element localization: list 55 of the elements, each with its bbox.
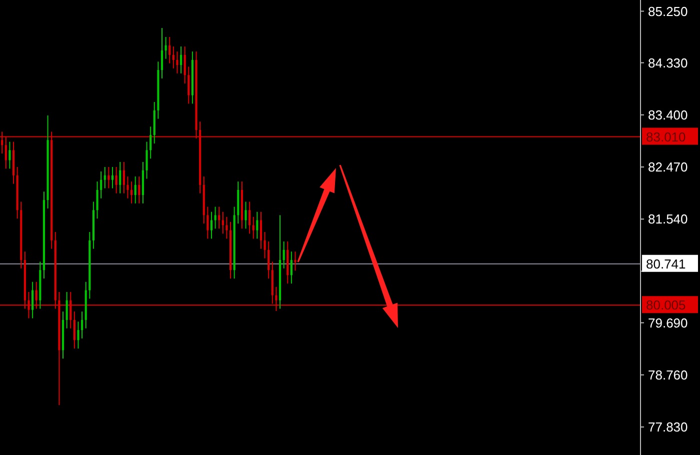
candlestick <box>32 281 34 319</box>
candlestick <box>138 176 140 204</box>
candlestick <box>294 251 296 272</box>
candlestick <box>122 161 125 194</box>
candlestick <box>119 161 122 194</box>
candlestick <box>96 181 98 220</box>
candlestick <box>218 206 220 230</box>
candlestick <box>146 141 148 180</box>
candlestick <box>111 166 114 189</box>
candlestick <box>188 66 190 104</box>
candlestick <box>81 311 84 339</box>
y-tick-label: 81.540 <box>648 212 688 227</box>
candlestick <box>260 211 262 250</box>
y-tick-label: 77.830 <box>648 420 688 435</box>
candlestick <box>248 201 251 234</box>
candlestick <box>176 51 178 74</box>
candlestick <box>180 46 182 74</box>
ref-line-label: 80.005 <box>646 298 686 313</box>
candlestick <box>244 201 247 230</box>
candlestick <box>77 321 80 350</box>
ref-line-label: 83.010 <box>646 129 686 144</box>
candlestick <box>226 216 228 240</box>
candlestick <box>184 46 186 84</box>
candlestick <box>8 141 11 170</box>
y-tick-label: 83.400 <box>648 107 688 122</box>
candlestick <box>115 166 118 194</box>
candlestick <box>172 46 174 69</box>
ref-line-label: 80.741 <box>646 256 686 272</box>
candlestick <box>264 231 266 259</box>
candlestick <box>168 36 171 64</box>
candlestick <box>134 176 136 204</box>
candlestick <box>130 181 133 204</box>
candlestick <box>100 170 102 199</box>
y-tick-label: 85.250 <box>648 4 688 19</box>
candlestick <box>222 211 224 234</box>
y-tick-label: 78.760 <box>648 367 688 382</box>
candlestick <box>282 241 285 269</box>
y-tick-label: 84.330 <box>648 55 688 70</box>
candlestick <box>256 211 258 240</box>
candlestick <box>206 206 209 240</box>
candlestick <box>66 291 68 329</box>
candlestick <box>150 126 152 160</box>
candlestick <box>252 216 254 240</box>
candlestick <box>73 311 76 350</box>
candlestick <box>108 166 110 189</box>
candlestick <box>214 206 216 230</box>
candlestick <box>268 241 270 279</box>
candlestick <box>290 251 292 284</box>
y-tick-label: 82.470 <box>648 160 688 175</box>
candlestick <box>164 36 167 60</box>
candlestick <box>126 176 129 199</box>
candlestick <box>104 166 106 189</box>
y-tick-label: 79.690 <box>648 315 688 330</box>
candlestick <box>160 28 164 79</box>
candlestick <box>210 211 213 240</box>
